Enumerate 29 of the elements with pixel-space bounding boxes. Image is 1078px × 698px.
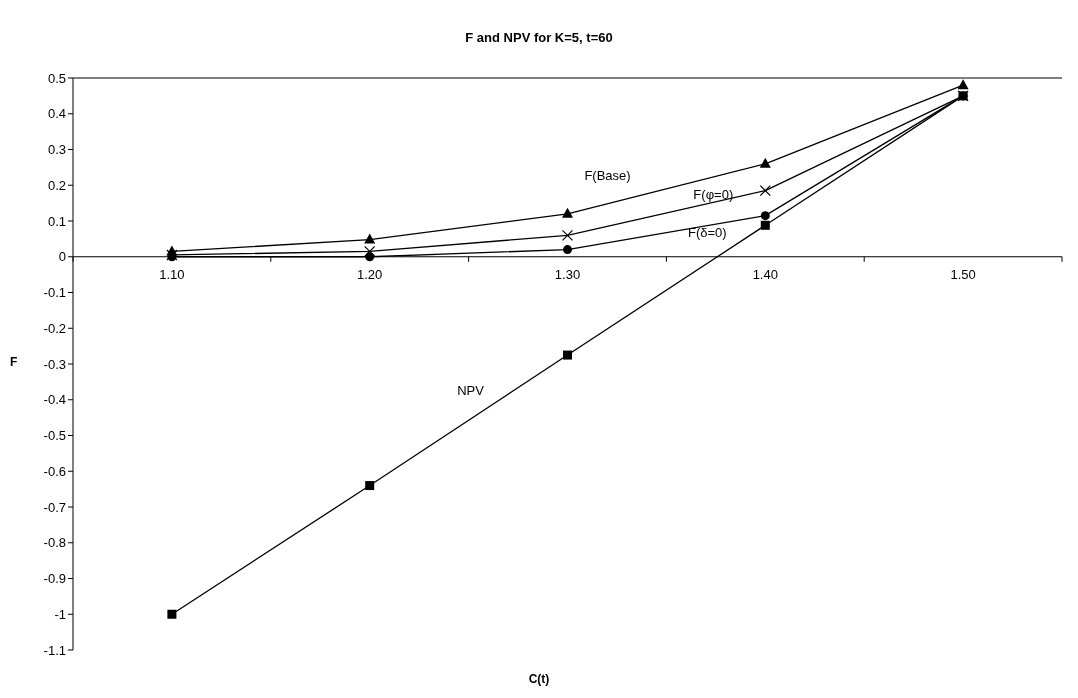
x-tick-label: 1.30	[554, 266, 581, 282]
x-tick-label: 1.50	[950, 266, 976, 282]
y-tick-label: 0.4	[47, 106, 66, 122]
y-tick-label: -0.8	[43, 535, 66, 551]
y-tick-label: 0.3	[47, 142, 66, 158]
y-tick-label: -0.5	[43, 428, 66, 444]
y-tick-label: 0.2	[47, 177, 66, 193]
y-tick-label: -0.7	[43, 499, 66, 515]
y-tick-label: -0.1	[43, 285, 66, 301]
series-label: F(δ=0)	[687, 224, 727, 240]
x-axis-title: C(t)	[527, 672, 551, 686]
y-axis-title: F	[10, 355, 18, 369]
y-tick-label: -0.9	[43, 571, 66, 587]
x-tick-label: 1.40	[752, 266, 778, 282]
y-tick-label: -0.6	[43, 463, 66, 479]
y-tick-label: 0.5	[47, 70, 66, 86]
y-tick-label: -0.4	[43, 392, 66, 408]
y-tick-label: 0	[58, 249, 66, 265]
series-label: NPV	[457, 383, 485, 399]
x-tick-label: 1.20	[357, 266, 383, 282]
series-label: F(Base)	[584, 167, 631, 183]
chart-title: F and NPV for K=5, t=60	[464, 30, 614, 45]
series-label: F(φ=0)	[693, 186, 734, 202]
y-tick-label: -1.1	[43, 642, 66, 658]
y-tick-label: -1	[54, 606, 66, 622]
x-tick-label: 1.10	[159, 266, 185, 282]
y-tick-label: -0.3	[43, 356, 66, 372]
y-tick-label: 0.1	[47, 213, 66, 229]
y-tick-label: -0.2	[43, 320, 66, 336]
